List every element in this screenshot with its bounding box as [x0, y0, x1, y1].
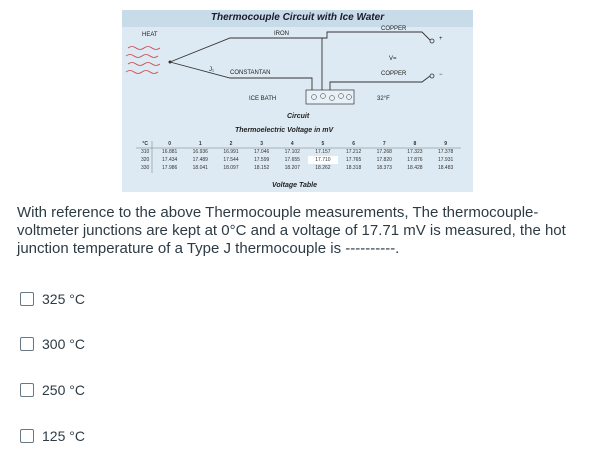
table-header-cell: 5 — [321, 141, 325, 147]
j1-label: J₁ — [209, 67, 215, 73]
plus-terminal-label: + — [439, 36, 443, 42]
constantan-label: CONSTANTAN — [230, 70, 271, 76]
table-row: 310 16.881 16.936 16.991 17.046 17.102 1… — [136, 148, 461, 156]
table-cell: 17.599 — [253, 157, 270, 163]
minus-terminal-label: − — [439, 72, 443, 78]
table-cell: 17.876 — [407, 157, 423, 163]
table-cell: 16.936 — [192, 149, 208, 155]
table-row: 320 17.434 17.489 17.544 17.599 17.655 1… — [136, 156, 461, 164]
option-label[interactable]: 250 °C — [42, 382, 85, 398]
question-text: With reference to the above Thermocouple… — [17, 204, 566, 257]
table-header-cell: 0 — [168, 141, 172, 147]
table-footer-caption: Voltage Table — [272, 182, 317, 189]
table-cell: 17.765 — [345, 157, 362, 163]
table-cell: 16.881 — [162, 149, 178, 155]
table-header-row: °C 0 1 2 3 4 5 6 7 8 9 — [136, 140, 461, 148]
answer-option[interactable]: 325 °C — [20, 290, 85, 308]
radio-button[interactable] — [20, 292, 34, 306]
voltage-table: °C 0 1 2 3 4 5 6 7 8 9 310 16.881 16.936… — [136, 140, 461, 172]
table-header-cell: 9 — [444, 141, 447, 147]
table-cell: 330 — [140, 165, 150, 171]
table-cell: 18.041 — [192, 165, 208, 171]
figure-title: Thermocouple Circuit with Ice Water — [210, 12, 385, 23]
thermocouple-figure: Thermocouple Circuit with Ice Water HEAT… — [122, 10, 473, 192]
option-label[interactable]: 300 °C — [42, 336, 85, 352]
radio-button[interactable] — [20, 337, 34, 351]
table-header-cell: 6 — [352, 141, 355, 147]
table-cell: 17.489 — [192, 157, 208, 163]
table-row: 330 17.986 18.041 18.097 18.152 18.207 1… — [136, 164, 461, 172]
table-cell: 17.157 — [315, 149, 331, 155]
table-cell: 18.207 — [284, 165, 300, 171]
table-header-cell: °C — [142, 141, 148, 147]
table-cell: 17.046 — [253, 149, 270, 155]
table-cell: 17.931 — [437, 157, 454, 163]
table-cell: 16.991 — [223, 149, 239, 155]
table-cell: 18.152 — [253, 165, 270, 171]
table-cell: 17.986 — [162, 165, 178, 171]
voltage-label: V= — [389, 56, 397, 62]
table-cell: 17.378 — [437, 149, 454, 155]
heat-label: HEAT — [142, 32, 158, 38]
answer-option[interactable]: 300 °C — [20, 335, 85, 353]
table-cell: 18.097 — [223, 165, 239, 171]
radio-button[interactable] — [20, 383, 34, 397]
table-header-cell: 4 — [290, 141, 294, 147]
table-header-cell: 7 — [382, 141, 386, 147]
table-cell: 17.323 — [407, 149, 423, 155]
table-caption: Thermoelectric Voltage in mV — [235, 127, 334, 134]
answer-option[interactable]: 250 °C — [20, 381, 85, 399]
table-header-cell: 8 — [413, 141, 417, 147]
table-cell: 17.268 — [376, 149, 392, 155]
table-cell: 310 — [140, 149, 150, 155]
option-label[interactable]: 125 °C — [42, 428, 85, 444]
iron-label: IRON — [274, 31, 289, 37]
option-label[interactable]: 325 °C — [42, 291, 85, 307]
table-cell: 18.483 — [437, 165, 454, 171]
table-cell: 17.212 — [345, 149, 362, 155]
table-header-cell: 3 — [260, 141, 264, 147]
circuit-caption: Circuit — [287, 113, 310, 120]
copper-bottom-label: COPPER — [381, 71, 407, 77]
circuit-diagram — [122, 10, 473, 173]
table-cell: 18.428 — [407, 165, 423, 171]
table-cell: 18.262 — [315, 165, 331, 171]
answer-option[interactable]: 125 °C — [20, 427, 85, 445]
table-cell: 18.373 — [376, 165, 392, 171]
table-cell: 17.820 — [376, 157, 392, 163]
temperature-label: 32°F — [377, 96, 390, 102]
ice-bath-label: ICE BATH — [249, 96, 277, 102]
table-cell: 18.318 — [345, 165, 362, 171]
table-header-cell: 2 — [229, 141, 233, 147]
table-header-cell: 1 — [198, 141, 202, 147]
table-cell: 320 — [140, 157, 150, 163]
table-cell: 17.655 — [284, 157, 300, 163]
copper-top-label: COPPER — [381, 26, 407, 32]
table-cell: 17.434 — [162, 157, 178, 163]
table-cell: 17.544 — [223, 157, 239, 163]
radio-button[interactable] — [20, 429, 34, 443]
table-cell: 17.102 — [284, 149, 300, 155]
table-cell-highlighted: 17.710 — [307, 156, 339, 164]
